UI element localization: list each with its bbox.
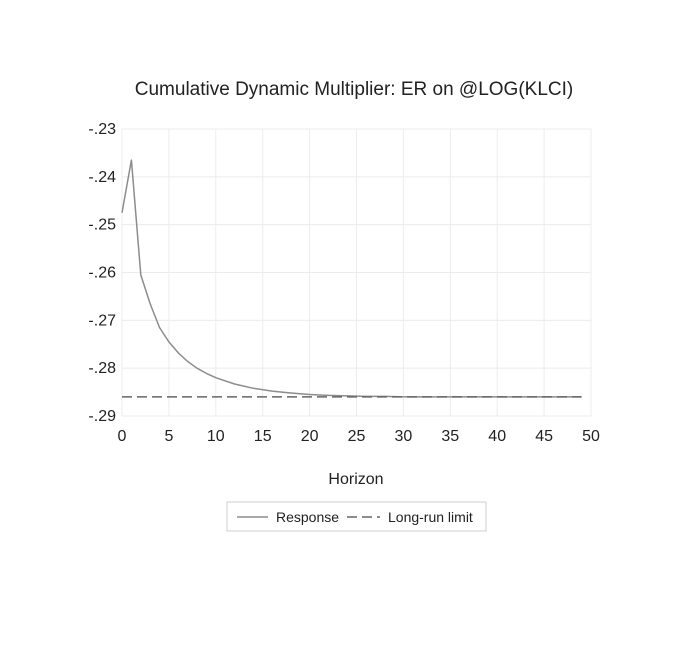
- x-axis-label: Horizon: [328, 471, 383, 488]
- series-line-response: [121, 159, 582, 398]
- y-tick-label: -.23: [88, 121, 116, 138]
- grid: [121, 128, 592, 417]
- x-tick-label: 20: [301, 428, 319, 445]
- x-tick-label: 45: [535, 428, 553, 445]
- legend-label-long-run-limit: Long-run limit: [388, 509, 473, 525]
- y-tick-label: -.28: [88, 360, 116, 377]
- x-tick-label: 50: [582, 428, 600, 445]
- x-tick-label: 5: [164, 428, 173, 445]
- y-tick-label: -.25: [88, 217, 116, 234]
- x-tick-label: 10: [207, 428, 225, 445]
- y-tick-label: -.26: [88, 265, 116, 282]
- legend-label-response: Response: [276, 509, 339, 525]
- x-tick-label: 0: [118, 428, 127, 445]
- y-tick-label: -.27: [88, 312, 116, 329]
- legend: Response Long-run limit: [226, 501, 487, 532]
- y-tick-label: -.24: [88, 169, 116, 186]
- x-tick-label: 40: [488, 428, 506, 445]
- chart-title: Cumulative Dynamic Multiplier: ER on @LO…: [135, 79, 573, 100]
- x-tick-label: 25: [348, 428, 366, 445]
- plot-area: [121, 159, 582, 398]
- x-tick-label: 15: [254, 428, 272, 445]
- x-axis-ticks: 0 5 10 15 20 25 30 35 40 45 50: [118, 428, 600, 445]
- x-tick-label: 35: [441, 428, 459, 445]
- y-tick-label: -.29: [88, 408, 116, 425]
- x-tick-label: 30: [395, 428, 413, 445]
- y-axis-ticks: -.23 -.24 -.25 -.26 -.27 -.28 -.29: [88, 121, 116, 425]
